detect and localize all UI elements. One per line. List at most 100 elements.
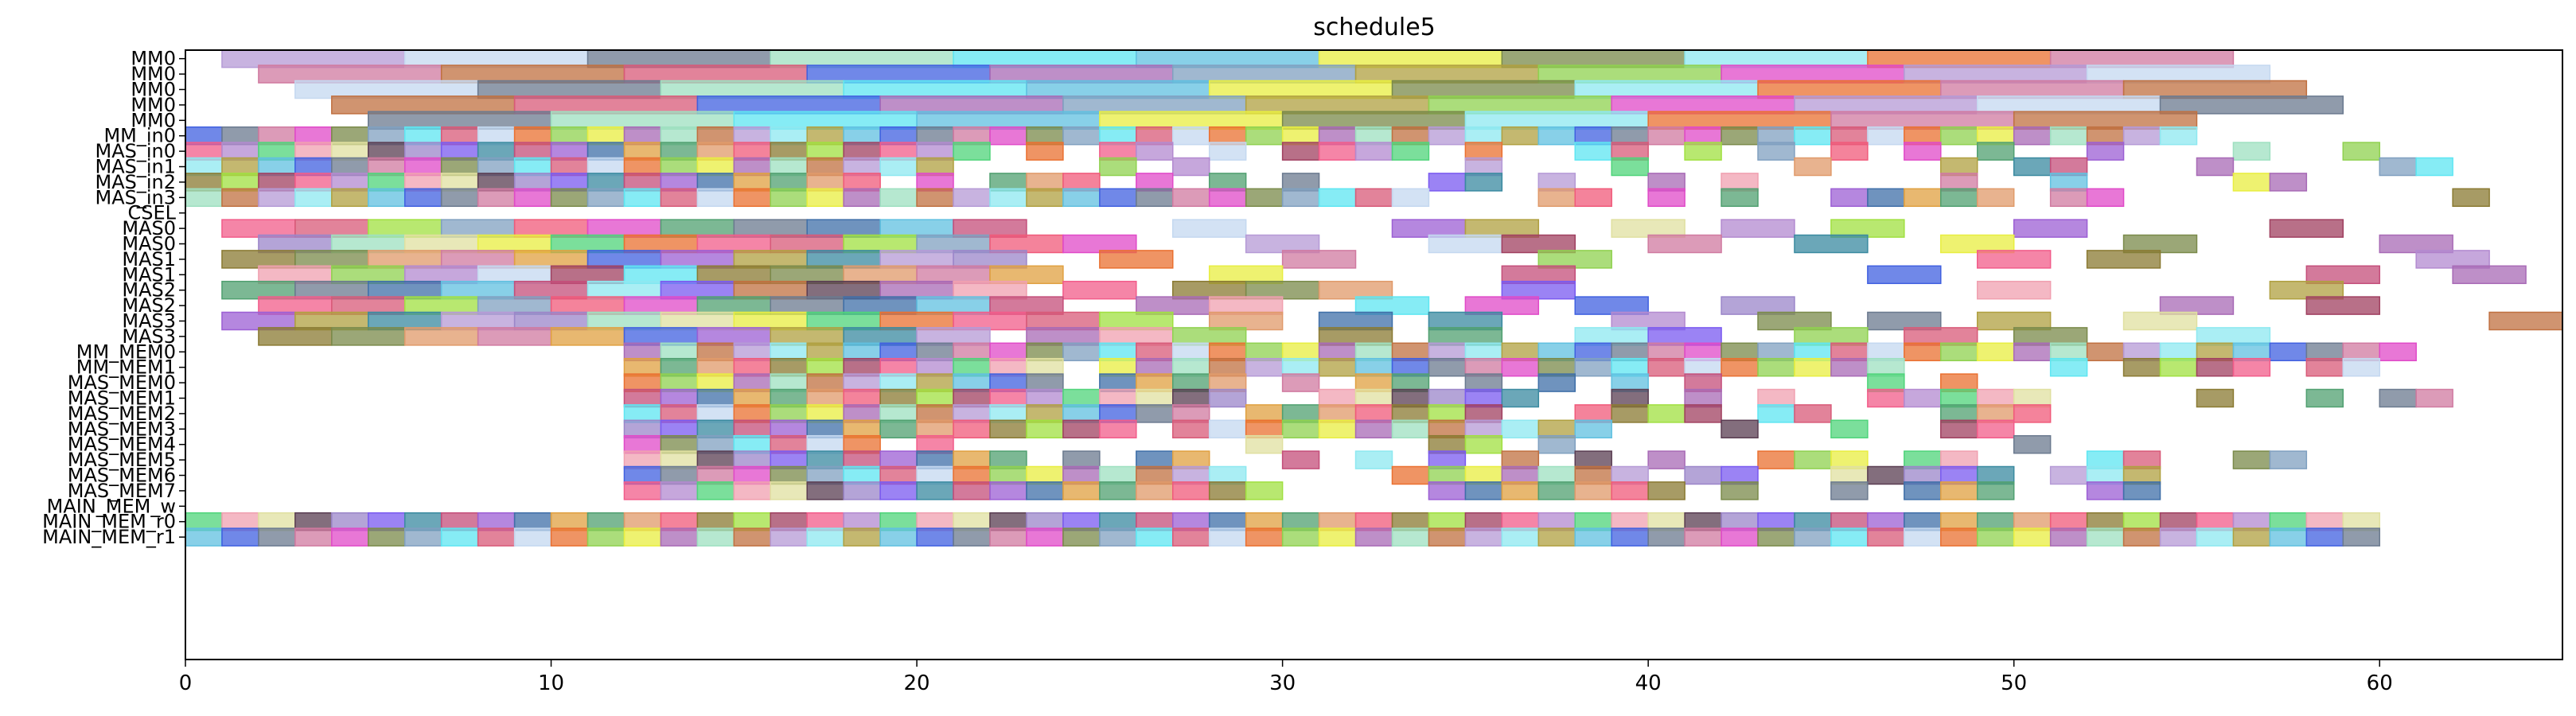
schedule-bar: [2269, 173, 2308, 192]
schedule-bar: [2379, 157, 2417, 177]
schedule-bar: [1904, 481, 1942, 500]
schedule-bar: [2269, 527, 2308, 547]
schedule-bar: [1354, 450, 1393, 469]
chart-title: schedule5: [1313, 14, 1436, 41]
schedule-bar: [1136, 142, 1174, 161]
schedule-bar: [2013, 342, 2052, 362]
schedule-bar: [1721, 419, 1759, 439]
schedule-bar: [1684, 404, 1722, 423]
schedule-bar: [1391, 465, 1430, 485]
schedule-bar: [770, 527, 808, 547]
schedule-bar: [733, 527, 772, 547]
schedule-bar: [806, 481, 844, 500]
y-tick-label: MAS_MEM2: [68, 403, 176, 425]
schedule-bar: [2013, 404, 2052, 423]
schedule-bar: [953, 527, 991, 547]
y-tick-label: MM0: [131, 79, 176, 101]
schedule-bar: [1867, 465, 1905, 485]
schedule-bar: [1428, 481, 1467, 500]
schedule-bar: [1026, 142, 1064, 161]
schedule-bar: [1830, 527, 1869, 547]
schedule-bar: [1208, 142, 1247, 161]
schedule-bar: [1830, 419, 1869, 439]
schedule-bar: [1062, 188, 1101, 208]
x-tick-label: 60: [2367, 671, 2393, 695]
schedule-bar: [1721, 527, 1759, 547]
schedule-bar: [1611, 404, 1649, 423]
schedule-bar: [1647, 126, 1686, 146]
schedule-bar: [660, 527, 699, 547]
schedule-bar: [953, 188, 991, 208]
schedule-bar: [2269, 450, 2308, 469]
schedule-bar: [989, 527, 1027, 547]
schedule-bar: [1830, 188, 1869, 208]
schedule-bar: [2086, 481, 2125, 500]
schedule-bar: [1172, 157, 1210, 177]
schedule-bar: [1099, 188, 1137, 208]
schedule-bar: [916, 527, 954, 547]
schedule-bar: [1062, 342, 1101, 362]
y-tick-label: MM_in0: [103, 125, 176, 147]
y-tick-label: MAS_in3: [95, 186, 176, 208]
schedule-bar: [2049, 357, 2088, 377]
schedule-bar: [1172, 481, 1210, 500]
schedule-bar: [1062, 419, 1101, 439]
schedule-bar: [1172, 219, 1247, 238]
y-tick-label: MAS1: [122, 248, 176, 270]
y-tick-label: MAS_MEM7: [68, 480, 176, 502]
schedule-bar: [1136, 188, 1174, 208]
schedule-bar: [733, 481, 772, 500]
y-tick-label: MAS_in2: [95, 171, 176, 193]
schedule-bar: [2305, 388, 2344, 408]
schedule-bar: [843, 188, 881, 208]
schedule-bar: [1574, 188, 1612, 208]
schedule-bar: [623, 527, 662, 547]
schedule-bar: [587, 188, 625, 208]
schedule-bar: [1537, 481, 1576, 500]
schedule-bar: [1208, 388, 1247, 408]
schedule-bar: [1647, 527, 1686, 547]
schedule-bar: [2342, 142, 2380, 161]
schedule-bar: [1647, 404, 1686, 423]
schedule-bar: [2196, 357, 2235, 377]
schedule-bar: [2232, 527, 2271, 547]
schedule-bar: [916, 188, 954, 208]
schedule-bar: [1062, 126, 1101, 146]
schedule-bar: [2013, 157, 2052, 177]
schedule-bar: [1501, 357, 1540, 377]
schedule-bar: [1026, 481, 1064, 500]
schedule-bar: [258, 327, 333, 346]
schedule-bar: [1976, 419, 2015, 439]
schedule-bar: [1574, 142, 1612, 161]
schedule-bar: [2013, 126, 2052, 146]
schedule-bar: [843, 527, 881, 547]
schedule-bar: [2013, 434, 2052, 454]
x-axis: 0 10 20 30 40 50 60: [179, 660, 2393, 695]
schedule-bar: [770, 188, 808, 208]
schedule-bar: [1574, 419, 1612, 439]
schedule-bar: [1611, 527, 1649, 547]
schedule-bar: [1721, 357, 1759, 377]
schedule-bar: [660, 481, 699, 500]
schedule-bar: [1976, 250, 2052, 269]
schedule-bar: [294, 527, 333, 547]
schedule-bar: [185, 527, 223, 547]
schedule-bar: [1464, 173, 1503, 192]
schedule-bar: [1647, 234, 1722, 254]
schedule-bar: [1354, 188, 1393, 208]
x-tick-label: 40: [1635, 671, 1662, 695]
schedule-bar: [550, 327, 625, 346]
schedule-bar: [258, 527, 296, 547]
schedule-bar: [2342, 527, 2380, 547]
schedule-bar: [331, 188, 369, 208]
schedule-bar: [660, 188, 699, 208]
schedule-bar: [1354, 527, 1393, 547]
schedule-bar: [2232, 450, 2271, 469]
schedule-bar: [403, 527, 442, 547]
schedule-bar: [2232, 173, 2271, 192]
schedule-bar: [1537, 527, 1576, 547]
schedule-bar: [1940, 481, 1978, 500]
schedule-bar: [1647, 481, 1686, 500]
schedule-bar: [1684, 465, 1722, 485]
schedule-bar: [2159, 126, 2198, 146]
